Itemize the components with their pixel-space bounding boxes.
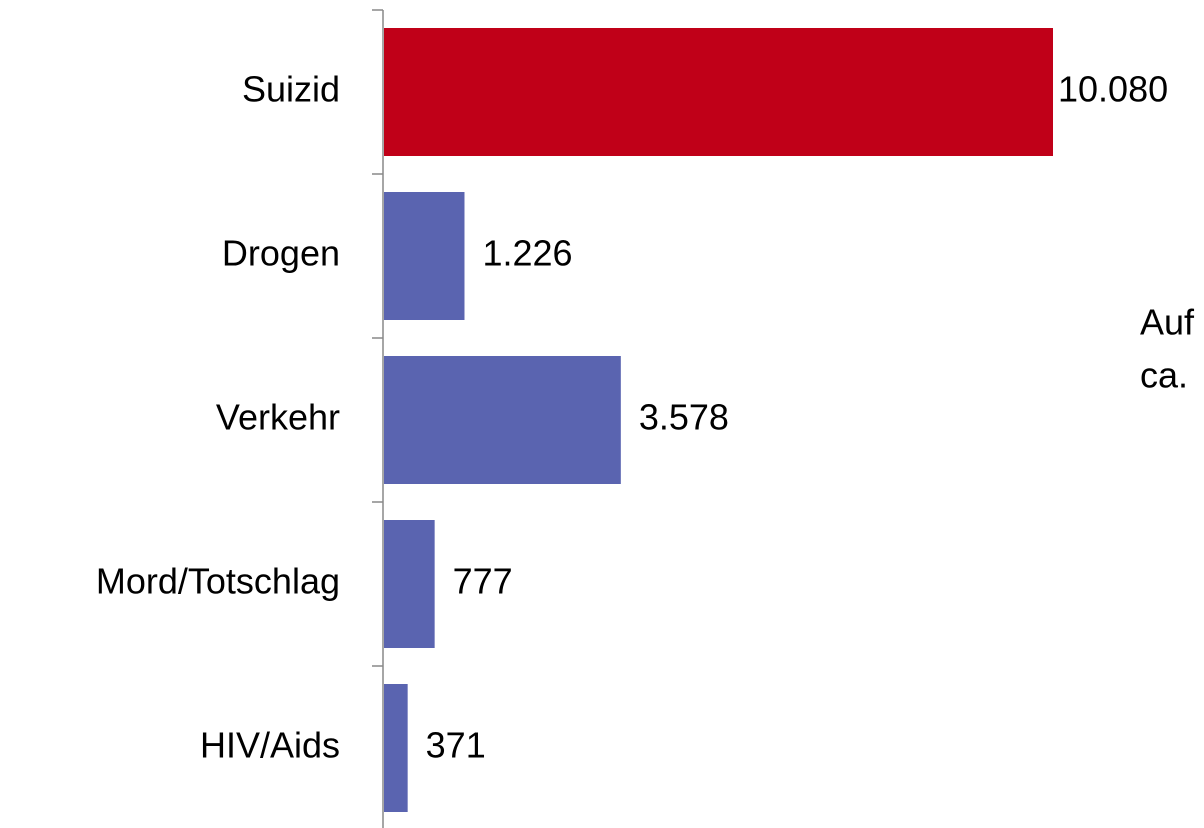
value-label: 3.578 (639, 397, 729, 438)
bar (384, 356, 621, 484)
category-label: Suizid (242, 69, 340, 110)
bar (384, 28, 1053, 156)
bar (384, 192, 465, 320)
value-label: 10.080 (1058, 69, 1168, 110)
annotation: Auf (1140, 302, 1195, 343)
annotation: ca. (1140, 355, 1188, 396)
category-label: HIV/Aids (200, 725, 340, 766)
value-label: 371 (426, 725, 486, 766)
category-label: Verkehr (216, 397, 340, 438)
category-label: Mord/Totschlag (96, 561, 340, 602)
category-label: Drogen (222, 233, 340, 274)
value-label: 777 (453, 561, 513, 602)
bar (384, 520, 435, 648)
value-label: 1.226 (482, 233, 572, 274)
bar (384, 684, 408, 812)
